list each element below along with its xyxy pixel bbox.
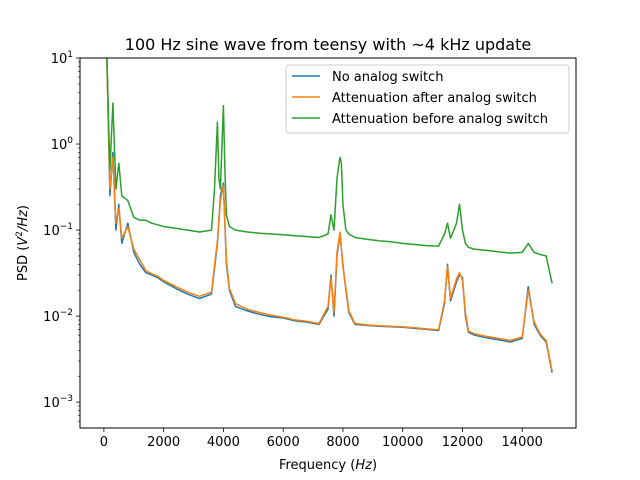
y-tick-exponent: 0 xyxy=(67,136,73,146)
y-tick-exponent: 1 xyxy=(67,50,73,60)
x-tick-label: 8000 xyxy=(326,435,359,450)
legend-box xyxy=(285,64,570,134)
x-axis-title-paren-close: ) xyxy=(372,458,377,473)
x-axis-unit: Hz xyxy=(355,458,373,473)
x-tick-label: 6000 xyxy=(267,435,300,450)
y-axis-title-paren-open: ( xyxy=(16,246,31,255)
y-axis-title: PSD (V2/Hz) xyxy=(15,205,31,281)
y-tick-base: 10 xyxy=(43,224,60,239)
chart-title: 100 Hz sine wave from teensy with ~4 kHz… xyxy=(125,35,531,54)
y-tick-base: 10 xyxy=(43,396,60,411)
y-tick-base: 10 xyxy=(43,310,60,325)
y-tick-label: 10−1 xyxy=(43,222,73,239)
x-axis-title-text: Frequency xyxy=(279,458,346,473)
y-tick-base: 10 xyxy=(51,138,68,153)
legend-label-2: Attenuation after analog switch xyxy=(332,91,537,106)
x-tick-label: 4000 xyxy=(207,435,240,450)
y-tick-exponent: −1 xyxy=(60,222,73,232)
y-axis-title-text: PSD xyxy=(16,255,31,281)
legend: No analog switch Attenuation after analog… xyxy=(285,64,570,134)
x-tick-label: 2000 xyxy=(147,435,180,450)
y-axis-unit-base: V xyxy=(16,236,31,246)
y-tick-exponent: −2 xyxy=(60,308,73,318)
y-axis-title-paren-close: ) xyxy=(16,205,31,210)
y-tick-label: 101 xyxy=(51,50,73,67)
x-tick-label: 10000 xyxy=(382,435,423,450)
x-axis: 0 2000 4000 6000 8000 10000 12000 14000 xyxy=(100,428,543,450)
x-axis-title-paren-open: ( xyxy=(346,458,355,473)
x-tick-label: 0 xyxy=(100,435,108,450)
plot-frame xyxy=(79,57,577,429)
series-layer xyxy=(106,57,553,373)
legend-label-3: Attenuation before analog switch xyxy=(332,112,548,127)
series-line-2 xyxy=(106,61,553,372)
y-tick-base: 10 xyxy=(51,52,68,67)
legend-label-1: No analog switch xyxy=(332,70,443,85)
y-tick-label: 10−3 xyxy=(43,394,73,411)
x-tick-label: 12000 xyxy=(442,435,483,450)
series-line-3 xyxy=(106,57,553,284)
y-axis-unit-tail: /Hz xyxy=(16,209,31,232)
y-axis-unit-exp: 2 xyxy=(15,231,25,237)
y-tick-label: 100 xyxy=(51,136,74,153)
y-tick-label: 10−2 xyxy=(43,308,73,325)
x-axis-title: Frequency (Hz) xyxy=(279,458,377,473)
x-tick-label: 14000 xyxy=(502,435,543,450)
y-tick-exponent: −3 xyxy=(60,394,73,404)
